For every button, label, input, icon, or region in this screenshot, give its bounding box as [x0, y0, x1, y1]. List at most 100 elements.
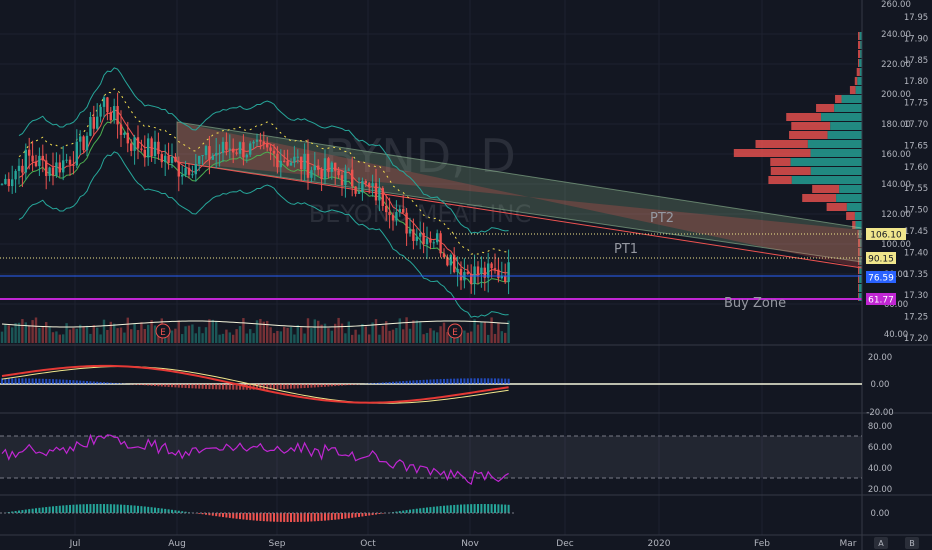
oscillator-bar: [11, 511, 14, 513]
svg-text:E: E: [452, 328, 458, 338]
macd-histogram-bar: [150, 384, 153, 386]
volume-bar: [79, 324, 82, 343]
earnings-marker-2[interactable]: E: [447, 323, 463, 339]
macd-histogram-bar: [402, 381, 405, 384]
candle-body: [201, 155, 204, 157]
macd-histogram-bar: [381, 382, 384, 384]
pt2-price-badge: 106.10: [866, 228, 906, 241]
oscillator-bar: [313, 513, 316, 522]
secondary-tick-label: 17.90: [904, 34, 928, 44]
candle-body: [269, 147, 272, 151]
volume-bar: [11, 327, 14, 343]
candle-body: [143, 149, 146, 158]
time-axis[interactable]: Jul Aug Sep Oct Nov Dec 2020 Feb Mar: [69, 539, 857, 549]
candle-body: [432, 242, 435, 244]
buy-zone-price-badge: 61.77: [866, 293, 896, 306]
macd-histogram-bar: [154, 384, 156, 387]
oscillator-bar: [432, 506, 435, 513]
candle-body: [24, 149, 27, 173]
candle-body: [476, 266, 480, 275]
volume-bar: [191, 324, 194, 343]
candle-body: [327, 158, 330, 172]
price-axis[interactable]: 260.00 240.00 220.00 200.00 180.00 160.00 140.…: [866, 0, 928, 519]
candle-body: [419, 232, 422, 237]
volume-profile-buy: [830, 122, 862, 130]
macd-line: [1, 364, 509, 404]
candle-body: [51, 167, 55, 176]
auto-scale-button[interactable]: A: [874, 537, 888, 549]
macd-histogram-bar: [330, 384, 333, 387]
macd-histogram-bar: [14, 378, 17, 384]
volume-bar: [476, 324, 480, 343]
candle-body: [65, 159, 68, 161]
oscillator-bar: [211, 513, 214, 516]
volume-bar: [41, 325, 44, 343]
volume-bar: [232, 334, 235, 343]
oscillator-bar: [293, 513, 296, 522]
earnings-marker-1[interactable]: E: [155, 323, 171, 339]
macd-histogram-bar: [38, 378, 41, 384]
volume-bar: [242, 318, 245, 343]
candle-body: [99, 106, 102, 117]
oscillator-bar: [201, 513, 204, 515]
time-tick-label: Dec: [556, 539, 573, 549]
volume-bar: [58, 334, 61, 343]
candle-body: [31, 155, 34, 162]
time-tick-label: Feb: [754, 539, 770, 549]
candle-body: [119, 124, 123, 135]
volume-profile-buy: [854, 212, 862, 220]
volume-profile-sell: [770, 158, 791, 166]
time-tick-label: Jul: [69, 539, 81, 549]
macd-histogram-bar: [504, 378, 507, 384]
current-price-badge: 76.59: [866, 271, 896, 284]
volume-profile-buy: [859, 275, 862, 283]
volume-profile-buy: [841, 95, 862, 103]
volume-bar: [497, 323, 500, 343]
volume-bar: [85, 325, 89, 343]
macd-histogram-bar: [211, 384, 214, 390]
oscillator-bar: [174, 510, 177, 513]
oscillator-bar: [422, 507, 425, 513]
candle-body: [130, 143, 133, 151]
svg-text:B: B: [909, 539, 915, 548]
candle-body: [89, 116, 92, 136]
osc-tick-label: 0.00: [871, 509, 890, 519]
macd-histogram-bar: [82, 380, 85, 384]
oscillator-bar: [351, 513, 354, 518]
svg-text:61.77: 61.77: [868, 296, 894, 306]
candle-body: [289, 162, 293, 166]
candle-body: [320, 169, 323, 180]
channel-lower: [177, 122, 862, 268]
oscillator-bar: [341, 513, 343, 519]
oscillator-bar: [198, 513, 201, 514]
tv-badge[interactable]: B: [905, 537, 919, 549]
volume-bar: [174, 328, 177, 343]
volume-bar: [198, 326, 201, 343]
volume-profile-buy: [858, 284, 862, 292]
oscillator-bar: [443, 505, 445, 513]
oscillator-bar: [402, 510, 405, 513]
oscillator-bar: [28, 509, 31, 513]
volume-bars: [0, 317, 510, 343]
macd-histogram-bar: [35, 378, 37, 384]
svg-text:76.59: 76.59: [868, 274, 894, 284]
candle-body: [436, 233, 439, 243]
candle-body: [351, 169, 354, 187]
oscillator-bar: [116, 504, 119, 513]
volume-bar: [344, 333, 347, 343]
candle-body: [497, 269, 500, 279]
volume-bar: [296, 325, 299, 343]
volume-bar: [385, 321, 388, 343]
secondary-tick-label: 17.45: [904, 227, 928, 237]
macd-histogram-bar: [385, 382, 388, 384]
volume-profile-buy: [827, 131, 862, 139]
volume-bar: [493, 333, 497, 343]
candle-body: [364, 181, 367, 184]
volume-bar: [157, 333, 160, 343]
volume-bar: [487, 334, 490, 343]
macd-histogram-bar: [181, 384, 184, 388]
oscillator-bar: [31, 508, 34, 513]
oscillator-bar: [48, 506, 51, 513]
volume-bar: [310, 328, 313, 343]
